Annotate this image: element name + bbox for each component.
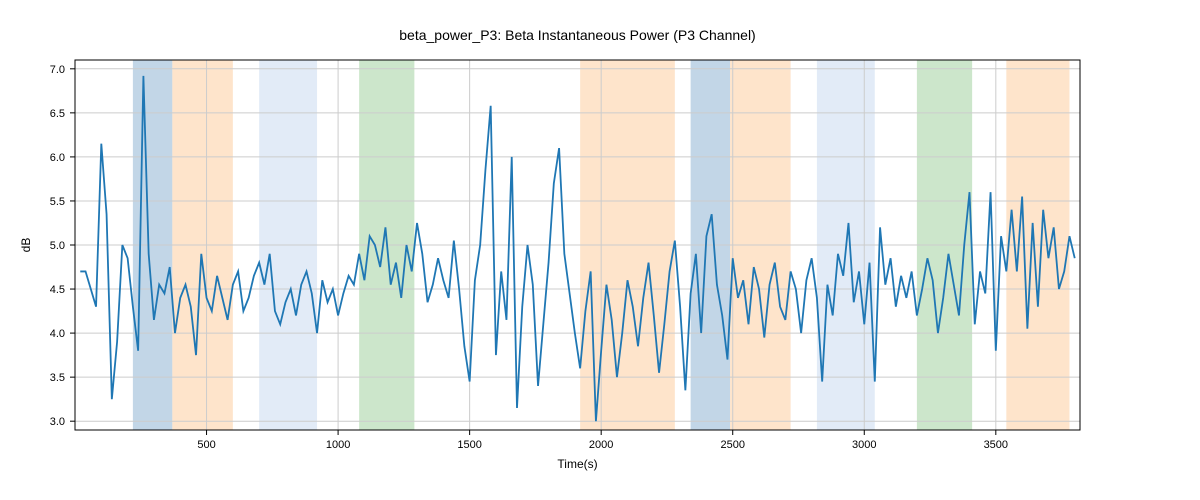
ytick-label: 6.5 [50, 108, 65, 120]
xtick-label: 3000 [852, 439, 876, 451]
xtick-label: 2500 [720, 439, 744, 451]
chart-container: 500 1000 1500 2000 2500 3000 3500 3.0 3.5 4.0 4.5 5… [0, 0, 1200, 500]
ytick-label: 4.0 [50, 328, 65, 340]
xtick-label: 1000 [326, 439, 350, 451]
ytick-label: 7.0 [50, 64, 65, 76]
y-axis-label: dB [19, 238, 33, 253]
x-axis-label: Time(s) [557, 457, 597, 471]
ytick-label: 5.0 [50, 240, 65, 252]
ytick-label: 5.5 [50, 196, 65, 208]
ytick-label: 3.0 [50, 416, 65, 428]
chart-svg: 500 1000 1500 2000 2500 3000 3500 3.0 3.5 4.0 4.5 5… [0, 0, 1200, 500]
xtick-label: 500 [197, 439, 215, 451]
chart-title: beta_power_P3: Beta Instantaneous Power … [399, 27, 755, 43]
ytick-label: 3.5 [50, 372, 65, 384]
xtick-label: 2000 [589, 439, 613, 451]
xtick-label: 3500 [984, 439, 1008, 451]
ytick-label: 6.0 [50, 152, 65, 164]
xtick-label: 1500 [457, 439, 481, 451]
ytick-label: 4.5 [50, 284, 65, 296]
